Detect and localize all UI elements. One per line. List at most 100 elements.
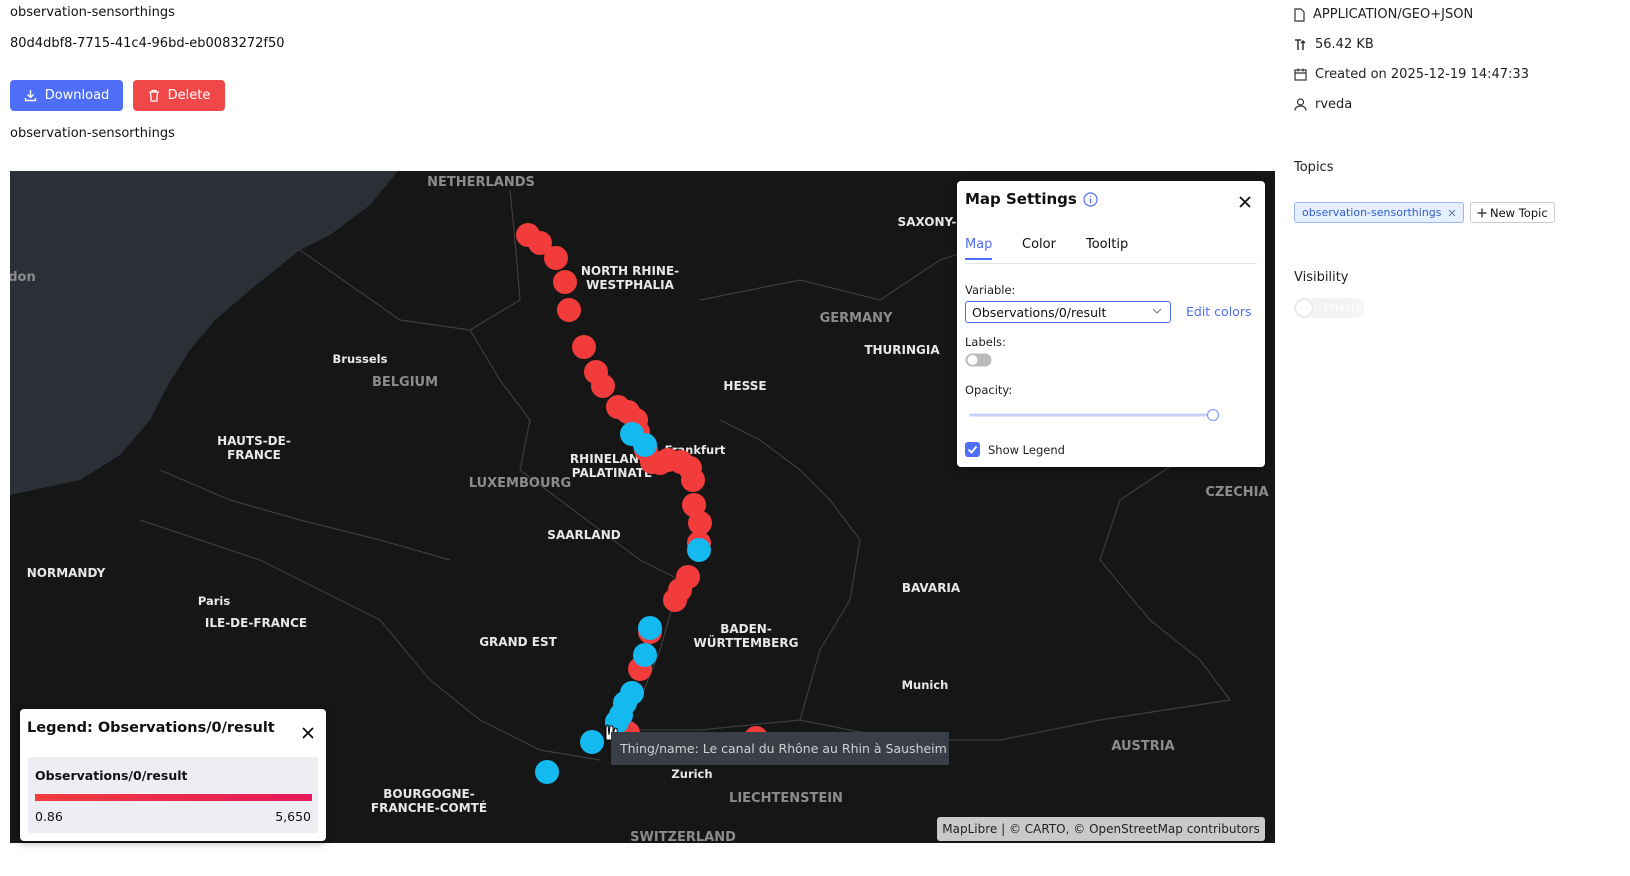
map-point <box>687 538 711 562</box>
created-row: Created on 2025-12-19 14:47:33 <box>1294 67 1529 82</box>
variable-label: Variable: <box>965 283 1016 297</box>
map-point <box>553 270 577 294</box>
map-label: CZECHIA <box>1205 485 1268 500</box>
map-label: GRAND EST <box>479 635 557 649</box>
tab-divider <box>965 263 1257 264</box>
map-attribution[interactable]: MapLibre | © CARTO, © OpenStreetMap cont… <box>937 817 1265 841</box>
map-label: HAUTS-DE- <box>217 434 291 448</box>
map-label: RHINELAND- <box>570 452 654 466</box>
map-label: SAXONY- <box>898 215 957 229</box>
map-label: LIECHTENSTEIN <box>729 791 843 806</box>
tab-tooltip[interactable]: Tooltip <box>1086 237 1129 252</box>
map-point <box>528 231 552 255</box>
map-point <box>591 374 615 398</box>
tab-color[interactable]: Color <box>1022 237 1056 252</box>
opacity-label: Opacity: <box>965 383 1013 397</box>
map-points <box>516 223 768 784</box>
legend-ramp <box>35 794 312 801</box>
dataset-subtitle: observation-sensorthings <box>10 126 175 141</box>
map-point <box>557 298 581 322</box>
edit-colors[interactable]: Edit colors <box>1186 304 1252 319</box>
settings-header: Map Settings <box>965 190 1098 208</box>
labels-label: Labels: <box>965 335 1006 349</box>
map-label: THURINGIA <box>864 343 940 357</box>
delete-button[interactable]: Delete <box>133 80 225 111</box>
legend-max: 5,650 <box>275 809 311 824</box>
toggle-knob <box>1296 300 1312 316</box>
download-button[interactable]: Download <box>10 80 123 111</box>
tab-map[interactable]: Map <box>965 237 993 260</box>
map-label: Munich <box>902 678 949 692</box>
dataset-id: 80d4dbf8-7715-41c4-96bd-eb0083272f50 <box>10 36 285 51</box>
map-label: BELGIUM <box>372 375 438 390</box>
map-point <box>535 760 559 784</box>
map-label: LUXEMBOURG <box>469 476 571 491</box>
download-icon <box>24 90 36 102</box>
legend-min: 0.86 <box>35 809 63 824</box>
topic-tag[interactable]: observation-sensorthings <box>1294 202 1464 223</box>
map-label: WÜRTTEMBERG <box>694 635 799 650</box>
map-label: AUSTRIA <box>1111 739 1174 754</box>
visibility-title: Visibility <box>1294 270 1349 285</box>
map-point <box>681 468 705 492</box>
created: Created on 2025-12-19 14:47:33 <box>1315 67 1529 82</box>
map-settings-panel: Map Settings Map Color Tooltip Variable:… <box>957 181 1265 467</box>
map-label: SWITZERLAND <box>630 830 736 843</box>
opacity-slider[interactable] <box>967 407 1223 423</box>
map-label: PALATINATE <box>572 466 652 480</box>
size: 56.42 KB <box>1315 37 1374 52</box>
topics-title: Topics <box>1294 160 1334 175</box>
map-label: NORTH RHINE- <box>581 264 679 278</box>
format-row: APPLICATION/GEO+JSON <box>1294 7 1473 22</box>
legend-box: Observations/0/result 0.86 5,650 <box>28 757 318 833</box>
map-label: NETHERLANDS <box>427 175 535 190</box>
show-legend-label: Show Legend <box>988 443 1065 457</box>
delete-label: Delete <box>167 88 211 103</box>
dataset-title: observation-sensorthings <box>10 5 175 20</box>
settings-title: Map Settings <box>965 190 1077 208</box>
topic-name: observation-sensorthings <box>1302 206 1442 219</box>
map-label: SAARLAND <box>547 528 620 542</box>
owner-row: rveda <box>1294 97 1352 112</box>
legend-title: Legend: Observations/0/result <box>27 720 275 736</box>
map-label: BAVARIA <box>902 581 961 595</box>
map-point <box>663 588 687 612</box>
info-icon[interactable] <box>1083 191 1098 207</box>
legend-close[interactable] <box>302 727 314 739</box>
variable-select[interactable]: Observations/0/result <box>965 301 1171 323</box>
visibility-label: Private <box>1324 301 1363 314</box>
format: APPLICATION/GEO+JSON <box>1313 7 1474 22</box>
variable-value: Observations/0/result <box>972 305 1107 320</box>
file-icon <box>1294 7 1305 22</box>
map-label: WESTPHALIA <box>586 278 674 292</box>
user-icon <box>1294 98 1307 111</box>
size-icon <box>1295 39 1306 50</box>
map-point <box>544 246 568 270</box>
map-point <box>688 511 712 535</box>
map-point <box>633 643 657 667</box>
map-label: don <box>10 270 36 285</box>
map-point <box>572 335 596 359</box>
plus-icon <box>1477 208 1487 217</box>
map-label: BOURGOGNE- <box>383 787 474 801</box>
new-topic-button[interactable]: New Topic <box>1470 202 1555 223</box>
select-caret <box>1152 308 1162 314</box>
labels-toggle[interactable] <box>965 352 993 368</box>
download-label: Download <box>44 88 110 103</box>
map-label: Brussels <box>333 352 388 366</box>
map-sea <box>10 171 398 495</box>
legend-panel: Legend: Observations/0/result Observatio… <box>20 709 326 841</box>
map-labels: NETHERLANDS NORTH RHINE-WESTPHALIA Brussel… <box>10 175 1269 843</box>
map-label: Zurich <box>671 767 712 781</box>
map-label: NORMANDY <box>27 566 106 580</box>
map-point <box>638 616 662 640</box>
map-point <box>633 433 657 457</box>
map-tooltip: Thing/name: Le canal du Rhône au Rhin à … <box>611 732 949 765</box>
map-label: ILE-DE-FRANCE <box>205 616 307 630</box>
size-row: 56.42 KB <box>1294 37 1374 52</box>
visibility-toggle[interactable]: Private <box>1294 298 1364 318</box>
settings-close[interactable] <box>1239 196 1251 208</box>
topic-remove[interactable] <box>1448 209 1456 217</box>
show-legend-checkbox[interactable] <box>965 442 980 457</box>
map-label: GERMANY <box>820 311 893 326</box>
